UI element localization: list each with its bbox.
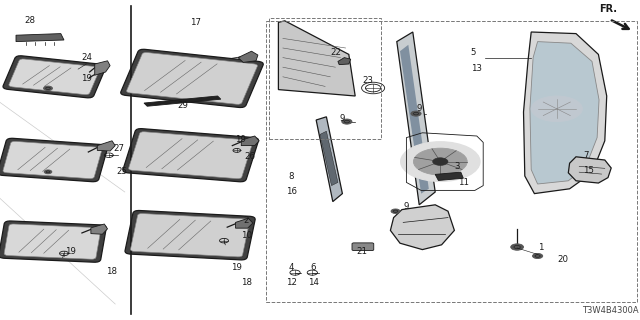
Circle shape (433, 158, 448, 165)
Text: 21: 21 (356, 247, 367, 256)
Text: 19: 19 (65, 247, 76, 256)
Text: 22: 22 (330, 48, 342, 57)
Text: 19: 19 (81, 74, 92, 83)
Polygon shape (95, 61, 110, 75)
Polygon shape (241, 136, 259, 146)
Text: FR.: FR. (599, 4, 617, 14)
Circle shape (413, 148, 467, 175)
FancyBboxPatch shape (123, 129, 259, 182)
Circle shape (411, 111, 421, 116)
Circle shape (44, 86, 52, 91)
Text: 29: 29 (177, 101, 188, 110)
Text: 25: 25 (116, 167, 127, 176)
FancyBboxPatch shape (127, 52, 257, 104)
FancyBboxPatch shape (125, 211, 255, 260)
Circle shape (531, 96, 582, 122)
Polygon shape (278, 21, 355, 96)
Text: 5: 5 (471, 48, 476, 57)
Polygon shape (568, 157, 611, 183)
Text: 3: 3 (455, 162, 460, 171)
Text: 4: 4 (289, 263, 294, 272)
Polygon shape (320, 131, 338, 186)
FancyBboxPatch shape (0, 138, 108, 182)
Text: 18: 18 (106, 268, 118, 276)
Polygon shape (16, 34, 64, 42)
Circle shape (342, 119, 352, 124)
Bar (266, 21, 637, 302)
Text: T3W4B4300A: T3W4B4300A (582, 306, 639, 315)
FancyBboxPatch shape (3, 56, 106, 98)
Text: 28: 28 (24, 16, 35, 25)
Text: 9: 9 (404, 202, 409, 211)
Text: 12: 12 (285, 278, 297, 287)
Circle shape (44, 170, 52, 174)
Circle shape (511, 244, 524, 250)
Polygon shape (530, 42, 599, 184)
Polygon shape (435, 172, 463, 180)
Polygon shape (144, 96, 221, 106)
FancyBboxPatch shape (3, 141, 102, 179)
Polygon shape (97, 141, 115, 151)
Text: 24: 24 (81, 53, 92, 62)
Text: 9: 9 (417, 104, 422, 113)
Text: 6: 6 (311, 263, 316, 272)
Text: 15: 15 (583, 166, 595, 175)
FancyBboxPatch shape (9, 59, 100, 95)
Polygon shape (397, 32, 435, 205)
FancyBboxPatch shape (352, 243, 374, 251)
FancyBboxPatch shape (131, 213, 250, 257)
Polygon shape (316, 117, 342, 202)
Text: 2: 2 (244, 216, 249, 225)
Text: 9: 9 (340, 114, 345, 123)
Circle shape (391, 209, 400, 213)
FancyBboxPatch shape (0, 221, 106, 262)
FancyBboxPatch shape (4, 224, 100, 259)
Polygon shape (238, 51, 258, 62)
Polygon shape (524, 32, 607, 194)
FancyBboxPatch shape (129, 132, 253, 179)
Text: 23: 23 (362, 76, 374, 84)
FancyBboxPatch shape (121, 49, 263, 108)
Polygon shape (236, 218, 253, 228)
Text: 16: 16 (285, 188, 297, 196)
Text: 19: 19 (235, 135, 245, 144)
Text: 8: 8 (289, 172, 294, 180)
Bar (269, 18, 381, 139)
Polygon shape (400, 45, 429, 194)
Text: 11: 11 (458, 178, 470, 187)
Polygon shape (91, 224, 108, 234)
Polygon shape (390, 205, 454, 250)
Text: 1: 1 (538, 244, 543, 252)
Text: 10: 10 (241, 231, 252, 240)
Text: 26: 26 (244, 152, 255, 161)
Circle shape (401, 142, 480, 181)
Text: 18: 18 (241, 278, 252, 287)
Text: 14: 14 (308, 278, 319, 287)
Text: 13: 13 (471, 64, 483, 73)
Text: 17: 17 (189, 18, 201, 27)
Text: 19: 19 (232, 263, 242, 272)
Text: 7: 7 (583, 151, 588, 160)
Polygon shape (338, 58, 351, 65)
Circle shape (532, 253, 543, 259)
Text: 20: 20 (557, 255, 569, 264)
Text: 27: 27 (113, 144, 124, 153)
